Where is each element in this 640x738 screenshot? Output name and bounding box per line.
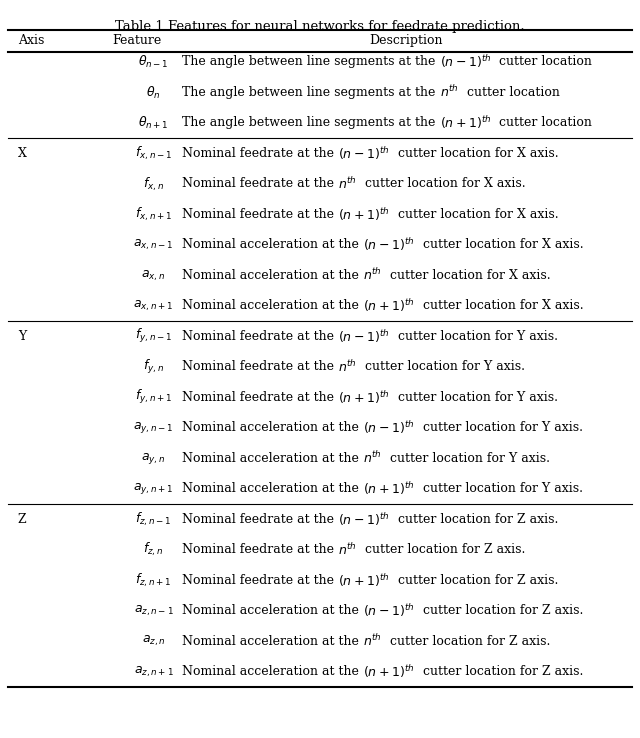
Text: $a_{y,n+1}$: $a_{y,n+1}$ — [133, 481, 174, 496]
Text: Nominal acceleration at the: Nominal acceleration at the — [182, 300, 364, 312]
Text: cutter location for X axis.: cutter location for X axis. — [390, 147, 559, 160]
Text: $(n-1)^{th}$: $(n-1)^{th}$ — [364, 236, 415, 253]
Text: $n^{th}$: $n^{th}$ — [364, 450, 382, 466]
Text: Y: Y — [18, 330, 26, 343]
Text: $a_{z,n}$: $a_{z,n}$ — [141, 634, 166, 648]
Text: $f_{z,n-1}$: $f_{z,n-1}$ — [135, 511, 172, 528]
Text: Nominal feedrate at the: Nominal feedrate at the — [182, 360, 339, 373]
Text: The angle between line segments at the: The angle between line segments at the — [182, 117, 440, 129]
Text: Nominal feedrate at the: Nominal feedrate at the — [182, 390, 339, 404]
Text: cutter location for Z axis.: cutter location for Z axis. — [415, 604, 583, 617]
Text: $a_{x,n-1}$: $a_{x,n-1}$ — [133, 238, 174, 252]
Text: cutter location: cutter location — [459, 86, 559, 99]
Text: $n^{th}$: $n^{th}$ — [364, 633, 382, 649]
Text: Z: Z — [18, 513, 26, 525]
Text: X: X — [18, 147, 27, 160]
Text: Nominal acceleration at the: Nominal acceleration at the — [182, 421, 364, 434]
Text: Axis: Axis — [18, 34, 44, 47]
Text: Nominal feedrate at the: Nominal feedrate at the — [182, 573, 339, 587]
Text: $f_{y,n-1}$: $f_{y,n-1}$ — [135, 328, 172, 345]
Text: Nominal acceleration at the: Nominal acceleration at the — [182, 269, 364, 282]
Text: $n^{th}$: $n^{th}$ — [339, 359, 357, 375]
Text: $(n-1)^{th}$: $(n-1)^{th}$ — [339, 145, 390, 162]
Text: cutter location for Z axis.: cutter location for Z axis. — [390, 513, 558, 525]
Text: $(n+1)^{th}$: $(n+1)^{th}$ — [364, 663, 415, 680]
Text: cutter location for Y axis.: cutter location for Y axis. — [357, 360, 525, 373]
Text: cutter location for Y axis.: cutter location for Y axis. — [390, 390, 558, 404]
Text: $(n+1)^{th}$: $(n+1)^{th}$ — [339, 572, 390, 589]
Text: cutter location: cutter location — [492, 55, 592, 69]
Text: Nominal acceleration at the: Nominal acceleration at the — [182, 452, 364, 465]
Text: Nominal feedrate at the: Nominal feedrate at the — [182, 208, 339, 221]
Text: $(n-1)^{th}$: $(n-1)^{th}$ — [364, 419, 415, 436]
Text: $\theta_{n+1}$: $\theta_{n+1}$ — [138, 115, 169, 131]
Text: Feature: Feature — [112, 34, 161, 47]
Text: $(n-1)^{th}$: $(n-1)^{th}$ — [440, 54, 492, 70]
Text: Nominal acceleration at the: Nominal acceleration at the — [182, 482, 364, 495]
Text: $f_{y,n+1}$: $f_{y,n+1}$ — [135, 388, 172, 406]
Text: $(n-1)^{th}$: $(n-1)^{th}$ — [364, 602, 415, 619]
Text: $(n+1)^{th}$: $(n+1)^{th}$ — [364, 480, 415, 497]
Text: Nominal acceleration at the: Nominal acceleration at the — [182, 665, 364, 678]
Text: cutter location for X axis.: cutter location for X axis. — [415, 238, 584, 252]
Text: cutter location for X axis.: cutter location for X axis. — [390, 208, 559, 221]
Text: $a_{x,n+1}$: $a_{x,n+1}$ — [133, 299, 174, 313]
Text: $\theta_{n}$: $\theta_{n}$ — [147, 84, 161, 100]
Text: $a_{z,n+1}$: $a_{z,n+1}$ — [134, 664, 173, 679]
Text: $(n+1)^{th}$: $(n+1)^{th}$ — [364, 297, 415, 314]
Text: $n^{th}$: $n^{th}$ — [339, 542, 357, 558]
Text: $f_{x,n+1}$: $f_{x,n+1}$ — [135, 206, 172, 223]
Text: Nominal feedrate at the: Nominal feedrate at the — [182, 330, 339, 343]
Text: Nominal acceleration at the: Nominal acceleration at the — [182, 604, 364, 617]
Text: cutter location: cutter location — [492, 117, 592, 129]
Text: $(n+1)^{th}$: $(n+1)^{th}$ — [339, 389, 390, 406]
Text: $a_{x,n}$: $a_{x,n}$ — [141, 268, 166, 283]
Text: cutter location for X axis.: cutter location for X axis. — [357, 177, 526, 190]
Text: cutter location for Y axis.: cutter location for Y axis. — [390, 330, 558, 343]
Text: $f_{x,n-1}$: $f_{x,n-1}$ — [135, 145, 172, 162]
Text: Nominal acceleration at the: Nominal acceleration at the — [182, 635, 364, 648]
Text: cutter location for X axis.: cutter location for X axis. — [415, 300, 584, 312]
Text: $n^{th}$: $n^{th}$ — [364, 267, 382, 283]
Text: Table 1 Features for neural networks for feedrate prediction.: Table 1 Features for neural networks for… — [115, 20, 525, 33]
Text: $a_{y,n-1}$: $a_{y,n-1}$ — [133, 420, 174, 435]
Text: $f_{y,n}$: $f_{y,n}$ — [143, 358, 164, 376]
Text: $(n+1)^{th}$: $(n+1)^{th}$ — [339, 206, 390, 223]
Text: Nominal acceleration at the: Nominal acceleration at the — [182, 238, 364, 252]
Text: The angle between line segments at the: The angle between line segments at the — [182, 86, 440, 99]
Text: cutter location for Z axis.: cutter location for Z axis. — [357, 543, 525, 556]
Text: cutter location for Y axis.: cutter location for Y axis. — [415, 421, 583, 434]
Text: $(n-1)^{th}$: $(n-1)^{th}$ — [339, 328, 390, 345]
Text: Nominal feedrate at the: Nominal feedrate at the — [182, 513, 339, 525]
Text: $\theta_{n-1}$: $\theta_{n-1}$ — [138, 54, 169, 70]
Text: $f_{x,n}$: $f_{x,n}$ — [143, 175, 164, 193]
Text: $a_{z,n-1}$: $a_{z,n-1}$ — [134, 604, 173, 618]
Text: Description: Description — [370, 34, 443, 47]
Text: $a_{y,n}$: $a_{y,n}$ — [141, 451, 166, 466]
Text: $f_{z,n}$: $f_{z,n}$ — [143, 541, 164, 559]
Text: $f_{z,n+1}$: $f_{z,n+1}$ — [135, 571, 172, 589]
Text: cutter location for Z axis.: cutter location for Z axis. — [390, 573, 558, 587]
Text: cutter location for X axis.: cutter location for X axis. — [382, 269, 551, 282]
Text: $(n+1)^{th}$: $(n+1)^{th}$ — [440, 114, 492, 131]
Text: The angle between line segments at the: The angle between line segments at the — [182, 55, 440, 69]
Text: cutter location for Y axis.: cutter location for Y axis. — [415, 482, 583, 495]
Text: Nominal feedrate at the: Nominal feedrate at the — [182, 543, 339, 556]
Text: Nominal feedrate at the: Nominal feedrate at the — [182, 147, 339, 160]
Text: $(n-1)^{th}$: $(n-1)^{th}$ — [339, 511, 390, 528]
Text: $n^{th}$: $n^{th}$ — [339, 176, 357, 192]
Text: cutter location for Z axis.: cutter location for Z axis. — [382, 635, 550, 648]
Text: Nominal feedrate at the: Nominal feedrate at the — [182, 177, 339, 190]
Text: cutter location for Z axis.: cutter location for Z axis. — [415, 665, 583, 678]
Text: $n^{th}$: $n^{th}$ — [440, 85, 459, 100]
Text: cutter location for Y axis.: cutter location for Y axis. — [382, 452, 550, 465]
